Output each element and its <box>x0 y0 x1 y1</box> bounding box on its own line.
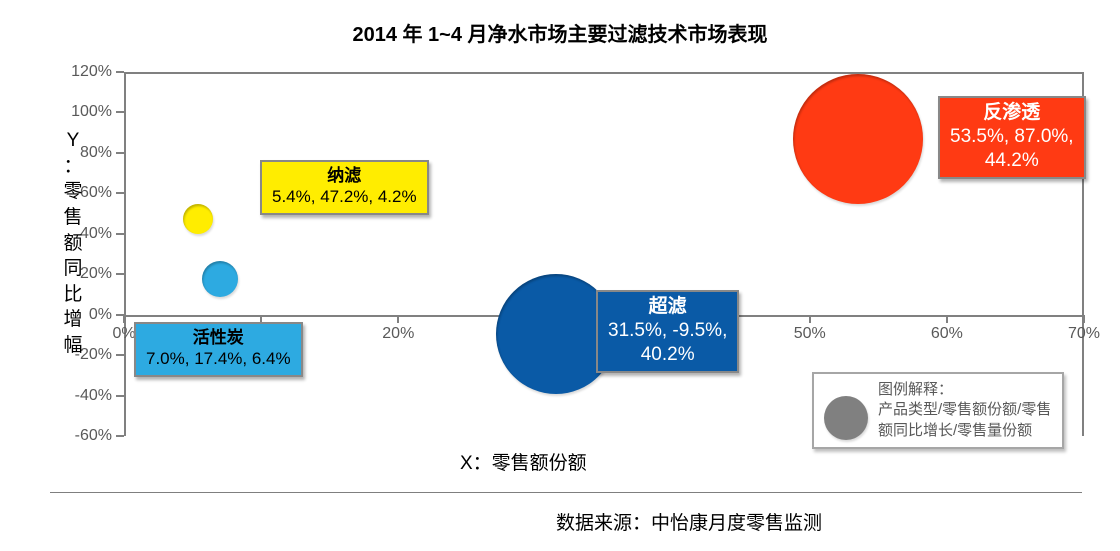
y-axis-label: Y：零售额同比增幅 <box>62 128 84 359</box>
y-tick-mark <box>116 192 124 194</box>
label-name: 反渗透 <box>950 101 1074 125</box>
x-tick-label: 60% <box>931 325 963 343</box>
y-tick-mark <box>116 395 124 397</box>
y-tick-mark <box>116 152 124 154</box>
label-values: 7.0%, 17.4%, 6.4% <box>146 348 291 369</box>
x-tick-label: 0% <box>112 325 135 343</box>
y-tick-label: 80% <box>80 144 112 162</box>
x-tick-label: 70% <box>1068 325 1100 343</box>
label-values: 5.4%, 47.2%, 4.2% <box>272 186 417 207</box>
y-tick-label: -60% <box>75 427 112 445</box>
bubble-active_carbon <box>202 261 238 297</box>
data-source: 数据来源：中怡康月度零售监测 <box>556 508 822 535</box>
x-tick-mark <box>397 315 399 323</box>
x-axis-label: X：零售额份额 <box>460 448 587 475</box>
y-tick-mark <box>116 314 124 316</box>
y-tick-mark <box>116 71 124 73</box>
y-tick-label: 100% <box>71 103 112 121</box>
label-values: 53.5%, 87.0%,44.2% <box>950 125 1074 173</box>
y-tick-label: 20% <box>80 265 112 283</box>
y-tick-mark <box>116 354 124 356</box>
x-tick-mark <box>809 315 811 323</box>
legend-circle-icon <box>824 396 868 440</box>
x-tick-mark <box>946 315 948 323</box>
label-reverse_osmosis: 反渗透53.5%, 87.0%,44.2% <box>938 96 1086 179</box>
label-name: 超滤 <box>608 295 727 319</box>
bubble-nanofiltration <box>183 204 213 234</box>
x-tick-label: 50% <box>794 325 826 343</box>
legend-text: 图例解释： 产品类型/零售额份额/零售额同比增长/零售量份额 <box>878 380 1052 441</box>
y-tick-label: 60% <box>80 184 112 202</box>
label-values: 31.5%, -9.5%,40.2% <box>608 319 727 367</box>
divider-line <box>50 492 1082 493</box>
x-tick-mark <box>123 315 125 323</box>
y-tick-label: 0% <box>89 306 112 324</box>
label-active_carbon: 活性炭7.0%, 17.4%, 6.4% <box>134 322 303 377</box>
label-nanofiltration: 纳滤5.4%, 47.2%, 4.2% <box>260 160 429 215</box>
y-tick-mark <box>116 111 124 113</box>
legend-box: 图例解释： 产品类型/零售额份额/零售额同比增长/零售量份额 <box>812 372 1064 449</box>
y-tick-label: 40% <box>80 225 112 243</box>
y-tick-label: 120% <box>71 63 112 81</box>
chart-title: 2014 年 1~4 月净水市场主要过滤技术市场表现 <box>0 18 1120 47</box>
y-tick-mark <box>116 273 124 275</box>
y-tick-label: -40% <box>75 387 112 405</box>
y-tick-mark <box>116 233 124 235</box>
y-axis-line <box>124 72 126 436</box>
bubble-reverse_osmosis <box>793 74 923 204</box>
x-tick-mark <box>1083 315 1085 323</box>
label-ultrafiltration: 超滤31.5%, -9.5%,40.2% <box>596 290 739 373</box>
label-name: 纳滤 <box>272 165 417 186</box>
x-tick-label: 20% <box>382 325 414 343</box>
label-name: 活性炭 <box>146 327 291 348</box>
y-tick-mark <box>116 435 124 437</box>
